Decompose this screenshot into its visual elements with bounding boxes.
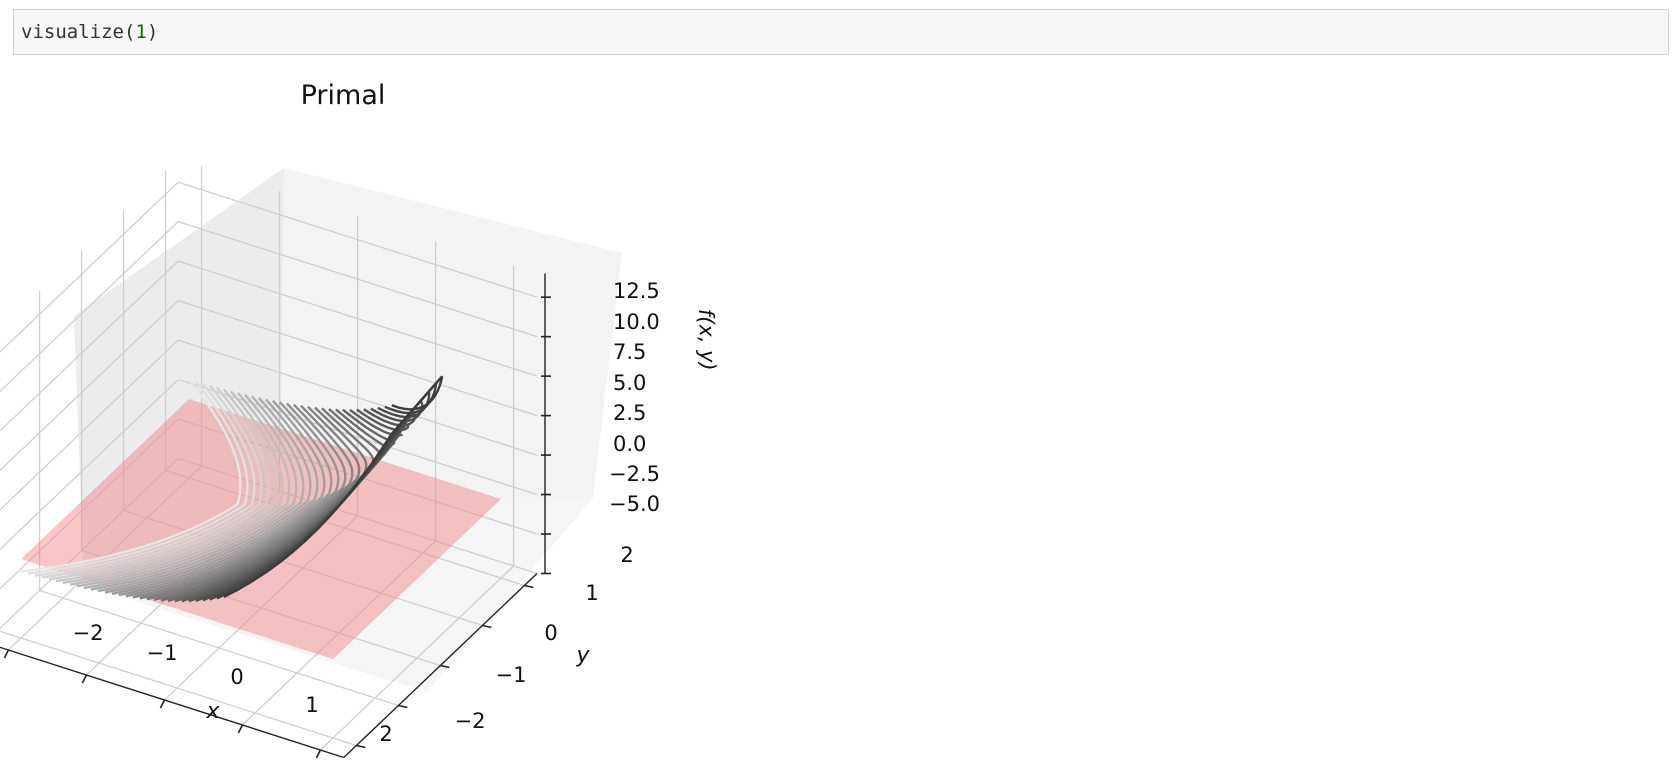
x-tick-label: −2 (73, 621, 104, 645)
floor-grid-line (165, 469, 525, 587)
x-tick-label: −1 (147, 641, 178, 665)
contour-line (48, 386, 270, 581)
contour-line (34, 383, 256, 577)
x-tick-label: 1 (305, 693, 318, 717)
z-tick-label: −2.5 (609, 462, 660, 486)
wall-grid-line (0, 299, 538, 472)
back-left-pane (74, 168, 284, 585)
contour-line (20, 379, 242, 573)
contour-line (62, 390, 284, 584)
contour-line (90, 397, 312, 591)
z-tick-label: 7.5 (613, 340, 646, 364)
contour-line (76, 393, 298, 588)
x-tick (81, 674, 88, 684)
cell-output: Primal −2 −1 0 1 2 x −2 −1 0 1 (0, 60, 1677, 763)
x-tick (159, 699, 166, 709)
surface-contours (20, 375, 444, 603)
z-tick-label: 0.0 (613, 432, 646, 456)
contour-line (132, 404, 354, 599)
y-tick (356, 744, 366, 749)
x-tick (3, 649, 10, 659)
x-tick-label: 0 (230, 665, 243, 689)
chart-title: Primal (301, 80, 386, 111)
axes-lines (0, 273, 551, 759)
y-tick-label: 0 (544, 621, 557, 645)
wall-grid-line (0, 181, 538, 353)
contour-line (55, 388, 277, 583)
floor-grid-line (123, 509, 483, 627)
contour-line (41, 385, 263, 579)
floor-grid-line (319, 565, 515, 751)
y-tick (440, 664, 450, 669)
contour-line (125, 403, 347, 598)
y-tick-label: −2 (455, 709, 486, 733)
y-tick (482, 624, 492, 629)
x-axis: −2 −1 0 1 2 x (73, 621, 393, 746)
y-axis: −2 −1 0 1 2 y (455, 543, 634, 733)
contour-line (223, 375, 444, 598)
z-axis: −5.0 −2.5 0.0 2.5 5.0 7.5 10.0 12.5 f(x,… (609, 279, 720, 516)
x-tick-label: 2 (379, 722, 392, 746)
z-tick-label: 12.5 (613, 279, 660, 303)
code-argument: 1 (135, 21, 147, 43)
y-tick (524, 584, 534, 589)
contour-line (104, 399, 326, 594)
contour-line (111, 401, 333, 595)
floor-grid-line (241, 540, 437, 726)
contour-line (69, 392, 291, 586)
y-axis-label: y (575, 643, 590, 668)
code-function: visualize (21, 21, 124, 43)
z-tick-label: 5.0 (613, 371, 646, 395)
code-close-paren: ) (146, 21, 159, 43)
x-tick (237, 724, 244, 734)
z-tick-label: 10.0 (613, 310, 660, 334)
y-tick (398, 704, 408, 709)
code-cell-input[interactable]: visualize(1) (13, 9, 1669, 55)
axes-grid (0, 166, 538, 751)
y-tick-label: 1 (585, 581, 598, 605)
y-tick-label: −1 (496, 663, 527, 687)
x-tick (315, 749, 322, 759)
primal-3d-chart: Primal −2 −1 0 1 2 x −2 −1 0 1 (0, 80, 720, 759)
contour-line (97, 398, 319, 593)
contour-line (27, 381, 249, 575)
contour-line (118, 402, 340, 597)
code-open-paren: ( (123, 21, 136, 43)
wall-grid-line (0, 260, 538, 432)
x-axis-label: x (205, 699, 220, 724)
wall-grid-line (0, 457, 538, 630)
z-axis-label: f(x, y) (694, 308, 720, 371)
contour-line (83, 395, 305, 590)
z-tick-label: −5.0 (609, 492, 660, 516)
wall-grid-line (0, 220, 538, 393)
y-tick-label: 2 (620, 543, 633, 567)
wall-grid-line (0, 378, 538, 551)
z-tick-label: 2.5 (613, 401, 646, 425)
contour-line (139, 405, 361, 600)
wall-grid-line (0, 418, 538, 590)
